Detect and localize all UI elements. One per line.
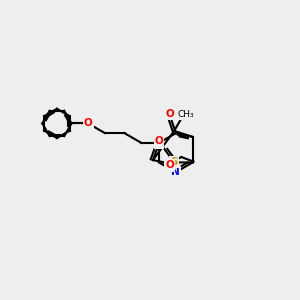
Text: O: O [84,118,92,128]
Text: O: O [166,109,174,119]
Text: N: N [172,167,180,177]
Text: S: S [170,158,178,167]
Text: CH₃: CH₃ [178,110,194,119]
Text: O: O [165,160,174,170]
Text: O: O [154,136,163,146]
Text: N: N [154,138,163,148]
